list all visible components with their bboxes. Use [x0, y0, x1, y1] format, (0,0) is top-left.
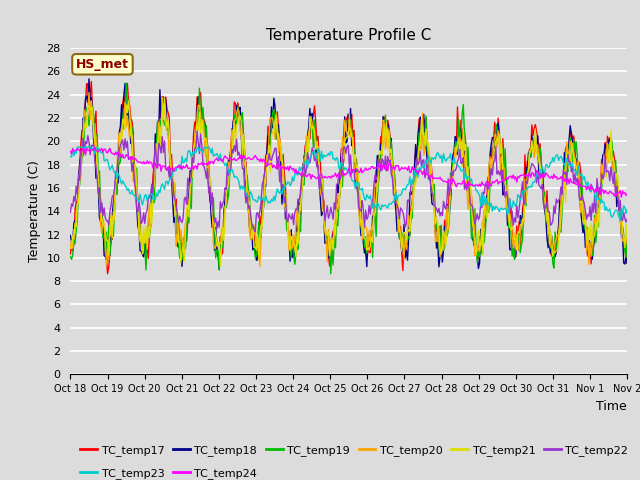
Legend: TC_temp23, TC_temp24: TC_temp23, TC_temp24 [76, 463, 262, 480]
Y-axis label: Temperature (C): Temperature (C) [28, 160, 41, 262]
Title: Temperature Profile C: Temperature Profile C [266, 28, 431, 43]
X-axis label: Time: Time [596, 400, 627, 413]
Text: HS_met: HS_met [76, 58, 129, 71]
